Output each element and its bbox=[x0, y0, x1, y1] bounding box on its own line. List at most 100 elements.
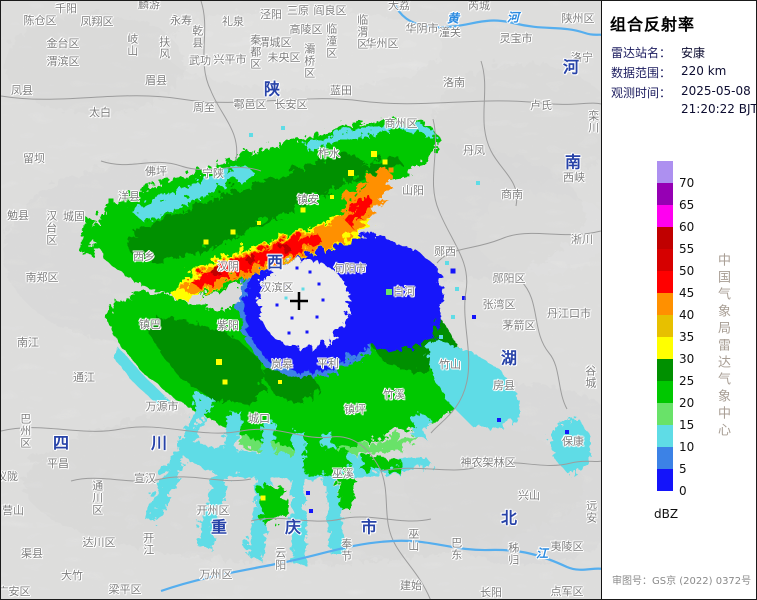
echo-speckle bbox=[300, 207, 306, 213]
place-label: 镇安 bbox=[297, 193, 319, 207]
place-label: 岚皋 bbox=[271, 358, 293, 372]
place-label: 建始 bbox=[400, 579, 422, 593]
echo-speckle bbox=[388, 167, 394, 173]
river-label: 江 bbox=[535, 546, 549, 561]
place-label: 张湾区 bbox=[482, 298, 516, 312]
place-label: 奉节 bbox=[339, 538, 353, 562]
place-label: 夷陵区 bbox=[550, 540, 584, 554]
place-label: 紫阳 bbox=[217, 319, 239, 333]
place-label: 周至 bbox=[193, 101, 215, 115]
place-label: 洋县 bbox=[118, 190, 140, 204]
echo-speckle bbox=[330, 195, 334, 199]
legend-tick-label: 45 bbox=[679, 286, 695, 300]
echo-speckle bbox=[216, 359, 222, 365]
echo-region bbox=[145, 313, 263, 401]
place-label: 渭滨区 bbox=[46, 55, 80, 69]
place-label: 蓝田 bbox=[330, 84, 352, 98]
place-label: 陈仓区 bbox=[23, 14, 57, 28]
place-label: 通川区 bbox=[90, 480, 104, 516]
echo-speckle bbox=[450, 268, 456, 274]
province-label: 川 bbox=[150, 433, 168, 453]
map-labels-layer: 千阳 麟游 永寿 乾县 凤翔区 陈仓区 金台区 渭滨区 岐山 扶风 眉县 凤县 太白 周至 武功 礼泉 泾阳 三原… bbox=[1, 1, 601, 599]
map-approval-number: 审图号：GS京 (2022) 0372号 bbox=[612, 576, 752, 587]
echo-speckle bbox=[230, 229, 236, 235]
legend-segment bbox=[657, 359, 673, 381]
place-label: 南郑区 bbox=[25, 271, 59, 285]
place-label: 栾川 bbox=[586, 110, 600, 134]
echo-speckle bbox=[308, 270, 312, 274]
echo-region bbox=[288, 427, 302, 562]
echo-speckle bbox=[472, 315, 476, 319]
place-label: 扶风 bbox=[157, 36, 171, 60]
province-label: 庆 bbox=[284, 517, 302, 537]
echo-region bbox=[254, 482, 285, 522]
legend-segment bbox=[657, 315, 673, 337]
legend-tick-label: 25 bbox=[679, 374, 695, 388]
province-label: 河 bbox=[562, 57, 580, 77]
legend-segment bbox=[657, 447, 673, 469]
echo-speckle bbox=[278, 380, 282, 384]
product-title: 组合反射率 bbox=[610, 15, 696, 34]
river-label: 黄 bbox=[446, 11, 460, 26]
place-label: 远安 bbox=[584, 500, 598, 524]
place-label: 城固 bbox=[63, 210, 85, 224]
district-border bbox=[380, 460, 601, 472]
province-label: 四 bbox=[52, 433, 70, 453]
province-label: 北 bbox=[500, 508, 518, 528]
place-label: 谷城 bbox=[583, 365, 597, 389]
echo-region bbox=[193, 407, 241, 547]
time-label: 观测时间： bbox=[611, 86, 672, 100]
echo-speckle bbox=[382, 159, 388, 165]
place-label: 郧西 bbox=[434, 245, 456, 259]
echo-speckle bbox=[222, 379, 228, 385]
legend-tick-label: 55 bbox=[679, 242, 695, 256]
radar-map[interactable]: 千阳 麟游 永寿 乾县 凤翔区 陈仓区 金台区 渭滨区 岐山 扶风 眉县 凤县 太白 周至 武功 礼泉 泾阳 三原… bbox=[1, 1, 601, 599]
place-label: 秭归 bbox=[506, 542, 520, 566]
legend-segment bbox=[657, 425, 673, 447]
echo-speckle bbox=[455, 287, 459, 291]
echo-region bbox=[207, 262, 217, 272]
echo-speckle bbox=[108, 198, 114, 204]
place-label: 灞桥区 bbox=[302, 43, 316, 79]
echo-speckle bbox=[249, 133, 253, 137]
echo-region bbox=[359, 453, 399, 469]
range-row: 数据范围： 220 km bbox=[611, 64, 756, 81]
place-label: 巫山 bbox=[406, 528, 420, 552]
echo-speckle bbox=[386, 289, 392, 295]
echo-speckle bbox=[281, 126, 285, 130]
legend-tick-label: 65 bbox=[679, 198, 695, 212]
place-label: 礼泉 bbox=[222, 15, 244, 29]
place-label: 郧阳区 bbox=[492, 272, 526, 286]
place-label: 芮城 bbox=[468, 1, 490, 13]
echo-speckle bbox=[434, 149, 438, 153]
place-label: 镇坪 bbox=[344, 403, 366, 417]
district-border bbox=[70, 476, 252, 482]
place-label: 营山 bbox=[2, 504, 24, 518]
place-label: 开江 bbox=[141, 532, 155, 556]
place-label: 勉县 bbox=[7, 209, 29, 223]
echo-speckle bbox=[93, 243, 99, 249]
echo-speckle bbox=[275, 303, 279, 307]
legend-segment bbox=[657, 271, 673, 293]
echo-region bbox=[301, 442, 347, 472]
reflectivity-legend: 70 65 60 55 50 45 40 35 30 25 20 15 10 5 0 bbox=[657, 161, 717, 498]
place-label: 通江 bbox=[73, 371, 95, 385]
echo-region bbox=[336, 473, 351, 507]
district-border bbox=[480, 60, 518, 207]
place-label: 巴州区 bbox=[18, 413, 32, 449]
echo-region bbox=[141, 391, 210, 522]
place-label: 汉阴 bbox=[217, 260, 239, 274]
district-border bbox=[1, 95, 601, 105]
legend-tick-label: 35 bbox=[679, 330, 695, 344]
time-value-date: 2025-05-08 bbox=[681, 84, 751, 98]
echo-region bbox=[123, 150, 363, 259]
echo-speckle bbox=[260, 495, 266, 501]
legend-tick-label: 5 bbox=[679, 462, 687, 476]
legend-segment bbox=[657, 183, 673, 205]
place-label: 神农架林区 bbox=[460, 456, 516, 470]
province-label: 湖 bbox=[500, 348, 518, 368]
echo-region bbox=[243, 251, 253, 261]
place-label: 达川区 bbox=[82, 536, 116, 550]
echo-speckle bbox=[476, 181, 480, 185]
echo-region bbox=[187, 229, 320, 286]
